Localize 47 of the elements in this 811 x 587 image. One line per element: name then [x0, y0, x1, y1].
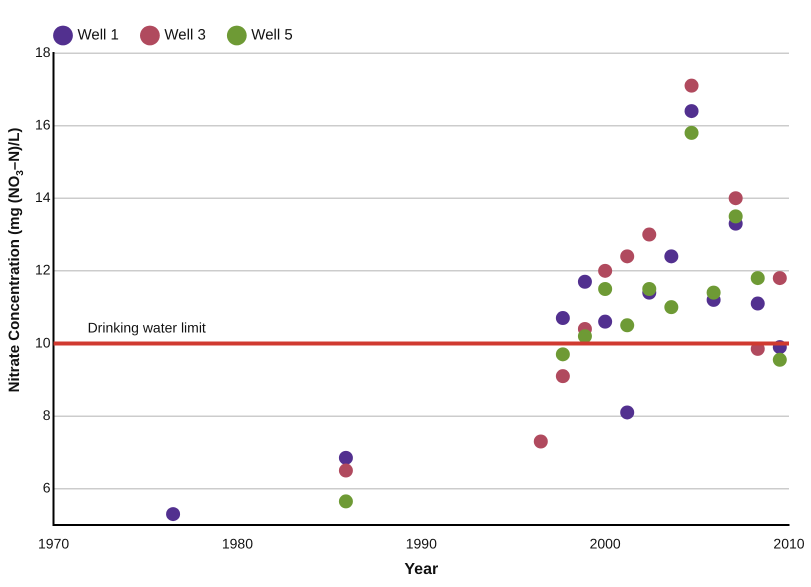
point: [556, 347, 570, 362]
y-tick-label: 6: [42, 480, 51, 496]
point: [598, 314, 612, 329]
point: [706, 286, 721, 300]
point: [664, 249, 678, 264]
ref-line-label: Drinking water limit: [88, 319, 206, 336]
y-tick-label: 12: [34, 262, 51, 278]
y-tick-label: 14: [34, 189, 51, 206]
x-tick-label: 2010: [773, 535, 805, 552]
point: [684, 126, 699, 140]
point: [750, 271, 765, 286]
point: [728, 209, 743, 224]
x-tick-label: 1990: [406, 535, 438, 552]
point: [684, 104, 699, 118]
legend-label: Well 3: [164, 26, 206, 44]
y-tick-label: 16: [34, 116, 51, 132]
point: [556, 311, 570, 326]
point: [620, 318, 634, 332]
point: [684, 78, 699, 93]
point: [578, 274, 592, 289]
point: [578, 329, 592, 344]
point: [772, 271, 787, 286]
point: [338, 450, 353, 465]
point: [642, 228, 656, 242]
y-tick-label: 10: [34, 334, 51, 350]
point: [556, 369, 570, 384]
point: [750, 296, 765, 311]
x-tick-label: 1980: [222, 535, 254, 552]
point: [728, 191, 743, 206]
x-tick-label: 2000: [590, 535, 621, 552]
point: [338, 494, 353, 508]
x-tick-label: 1970: [38, 535, 70, 552]
point: [642, 282, 656, 296]
legend-label: Well 5: [251, 26, 293, 44]
point: [598, 282, 612, 296]
point: [772, 352, 787, 367]
point: [166, 507, 180, 522]
legend-label: Well 1: [78, 26, 119, 44]
point: [664, 300, 678, 314]
point: [338, 464, 353, 478]
y-tick-label: 18: [34, 44, 51, 60]
point: [620, 405, 634, 420]
x-axis-title: Year: [404, 560, 438, 578]
point: [534, 434, 548, 448]
point: [620, 249, 634, 264]
point: [598, 264, 612, 278]
y-tick-label: 8: [42, 406, 51, 423]
